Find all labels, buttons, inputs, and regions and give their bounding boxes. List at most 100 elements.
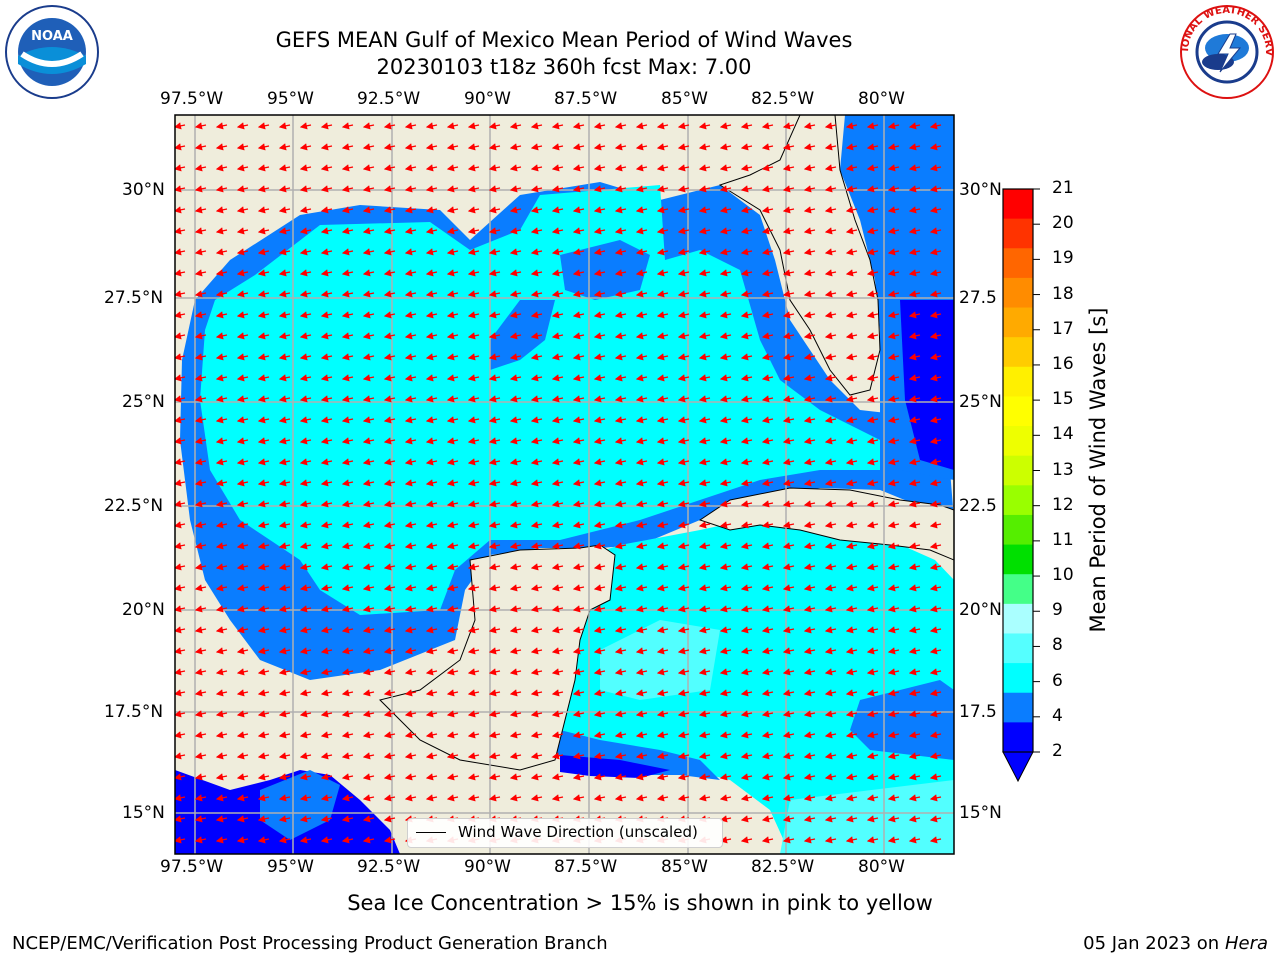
wind-arrow	[175, 668, 186, 676]
wind-arrow	[404, 416, 417, 424]
colorbar-tick-label: 19	[1052, 248, 1074, 269]
wind-arrow	[175, 164, 186, 172]
wind-arrow	[845, 605, 858, 613]
wind-arrow	[866, 584, 879, 592]
wind-arrow	[446, 626, 459, 634]
wind-arrow	[656, 353, 669, 361]
wind-arrow	[257, 458, 270, 466]
wind-arrow	[194, 164, 207, 172]
wind-arrow	[677, 542, 690, 550]
wind-arrow	[404, 374, 417, 382]
lat-label-right: 15°N	[959, 803, 1002, 823]
wind-arrow	[488, 248, 501, 256]
wind-arrow	[929, 395, 942, 403]
wind-arrow	[425, 626, 438, 634]
wind-arrow	[761, 479, 774, 487]
wind-arrow	[278, 584, 291, 592]
wind-arrow	[824, 143, 837, 151]
wind-arrow	[824, 206, 837, 214]
wind-arrow	[215, 521, 228, 529]
wind-arrow	[425, 290, 438, 298]
wind-arrow	[656, 374, 669, 382]
colorbar-segment	[1003, 633, 1033, 664]
wind-arrow	[824, 521, 837, 529]
colorbar-tick-label: 9	[1052, 600, 1063, 621]
wind-arrow	[740, 584, 753, 592]
wind-arrow	[299, 374, 312, 382]
wind-arrow	[761, 164, 774, 172]
wind-arrow	[488, 647, 501, 655]
wind-arrow	[740, 227, 753, 235]
wind-arrow	[341, 626, 354, 634]
wind-arrow	[803, 437, 816, 445]
wind-arrow	[320, 647, 333, 655]
wind-arrow	[677, 311, 690, 319]
wind-arrow	[887, 332, 900, 340]
wind-arrow	[530, 290, 543, 298]
wind-arrow	[383, 416, 396, 424]
wind-arrow	[383, 437, 396, 445]
wind-arrow	[383, 248, 396, 256]
wind-arrow	[467, 206, 480, 214]
wind-arrow	[194, 185, 207, 193]
wind-arrow	[362, 332, 375, 340]
wind-arrow	[866, 122, 879, 130]
wind-arrow	[551, 164, 564, 172]
wind-arrow	[656, 227, 669, 235]
wind-arrow	[551, 227, 564, 235]
wind-arrow	[530, 479, 543, 487]
wind-arrow	[320, 395, 333, 403]
wind-arrow	[677, 563, 690, 571]
wind-arrow	[299, 248, 312, 256]
lon-label-bottom: 97.5°W	[160, 857, 224, 877]
wind-arrow	[929, 605, 942, 613]
lat-label-right: 30°N	[959, 180, 1002, 200]
wind-arrow	[236, 353, 249, 361]
wind-arrow	[572, 164, 585, 172]
wind-arrow	[593, 332, 606, 340]
colorbar-tick-label: 13	[1052, 459, 1074, 480]
wind-arrow	[446, 143, 459, 151]
wind-arrow	[551, 437, 564, 445]
wind-arrow	[488, 605, 501, 613]
wind-arrow	[929, 206, 942, 214]
lon-label-top: 97.5°W	[160, 89, 224, 109]
wind-arrow	[383, 479, 396, 487]
wind-arrow	[175, 227, 186, 235]
wind-arrow	[887, 206, 900, 214]
wind-arrow	[175, 584, 186, 592]
wind-arrow	[236, 584, 249, 592]
wind-arrow	[866, 290, 879, 298]
wind-arrow	[236, 437, 249, 445]
wind-arrow	[656, 143, 669, 151]
wind-arrow	[761, 269, 774, 277]
wind-arrow	[614, 122, 627, 130]
wind-arrow	[614, 206, 627, 214]
wind-arrow	[719, 647, 732, 655]
wind-arrow	[446, 206, 459, 214]
wind-arrow	[446, 395, 459, 403]
wind-arrow	[803, 542, 816, 550]
wind-arrow	[320, 542, 333, 550]
wind-arrow	[845, 353, 858, 361]
wind-arrow	[425, 542, 438, 550]
wind-arrow	[425, 269, 438, 277]
wind-arrow	[194, 458, 207, 466]
wind-arrow	[803, 668, 816, 676]
wind-arrow	[887, 374, 900, 382]
wind-arrow	[404, 227, 417, 235]
wind-arrow	[887, 437, 900, 445]
wind-arrow	[908, 269, 921, 277]
wind-arrow	[341, 542, 354, 550]
wind-arrow	[278, 248, 291, 256]
wind-arrow	[887, 290, 900, 298]
wind-arrow	[257, 584, 270, 592]
wind-arrow	[719, 479, 732, 487]
wind-arrow	[404, 668, 417, 676]
wind-arrow	[803, 122, 816, 130]
wind-arrow	[488, 458, 501, 466]
wind-arrow	[929, 185, 942, 193]
colorbar-label: Mean Period of Wind Waves [s]	[1086, 307, 1110, 633]
wind-arrow	[719, 185, 732, 193]
wind-arrow	[677, 521, 690, 529]
